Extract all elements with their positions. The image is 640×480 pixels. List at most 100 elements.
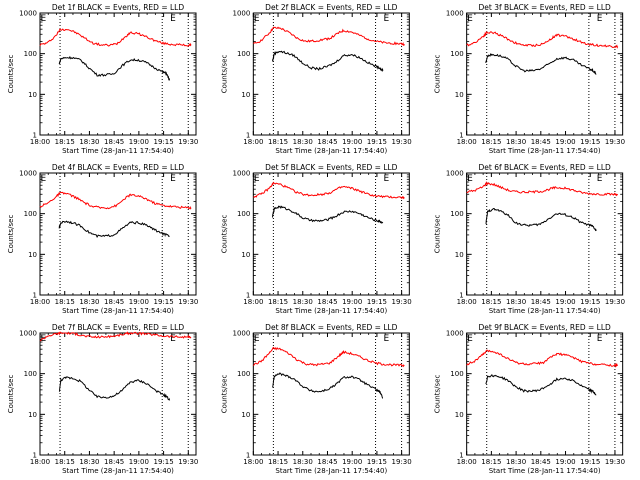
series-line-lld — [39, 331, 192, 342]
y-tick-label: 1 — [246, 452, 250, 460]
chart-panel-3: Det 3f BLACK = Events, RED = LLD 1 10 100 10… — [434, 3, 625, 155]
x-tick-label: 18:30 — [293, 298, 313, 306]
x-tick-label: 18:45 — [531, 138, 551, 146]
x-tick-label: 18:45 — [104, 458, 124, 466]
plot-frame — [252, 172, 410, 296]
x-tick-label: 19:30 — [392, 298, 412, 306]
series-line-events — [485, 373, 597, 396]
chart-title: Det 6f BLACK = Events, RED = LLD — [479, 163, 612, 172]
y-tick-label: 10 — [455, 251, 464, 259]
y-tick-label: 10 — [241, 411, 250, 419]
y-tick-label: 1 — [33, 452, 37, 460]
x-tick-label: 19:30 — [605, 138, 625, 146]
x-tick-label: 18:15 — [481, 458, 501, 466]
chart-title: Det 4f BLACK = Events, RED = LLD — [52, 163, 185, 172]
e-marker-label: E — [467, 174, 473, 184]
series-line-events — [58, 55, 171, 81]
chart-title: Det 1f BLACK = Events, RED = LLD — [52, 3, 185, 12]
x-tick-label: 19:00 — [342, 298, 362, 306]
x-axis-label: Start Time (28-Jan-11 17:54:40) — [275, 467, 387, 475]
y-tick-label: 10 — [241, 251, 250, 259]
x-tick-label: 19:15 — [580, 298, 600, 306]
e-marker-label: E — [597, 14, 603, 24]
y-tick-label: 10 — [455, 91, 464, 99]
x-tick-label: 18:00 — [243, 298, 263, 306]
x-axis-label: Start Time (28-Jan-11 17:54:40) — [275, 147, 387, 155]
y-tick-label: 100 — [237, 210, 250, 218]
e-marker-label: E — [41, 14, 47, 24]
y-tick-label: 10 — [241, 91, 250, 99]
series-line-lld — [39, 28, 192, 47]
plot-frame — [252, 12, 410, 136]
x-tick-label: 19:15 — [153, 458, 173, 466]
series-line-events — [485, 207, 597, 232]
y-tick-label: 100 — [450, 50, 463, 58]
x-tick-label: 18:15 — [268, 138, 288, 146]
x-tick-label: 19:30 — [392, 458, 412, 466]
x-tick-label: 18:00 — [457, 298, 477, 306]
y-tick-label: 100 — [24, 370, 37, 378]
x-tick-label: 19:30 — [178, 298, 198, 306]
x-tick-label: 18:45 — [104, 298, 124, 306]
x-tick-label: 18:45 — [317, 138, 337, 146]
e-marker-label: E — [597, 334, 603, 344]
chart-title: Det 7f BLACK = Events, RED = LLD — [52, 323, 185, 332]
y-tick-label: 100 — [237, 50, 250, 58]
y-axis-label: Counts/sec — [220, 375, 228, 414]
x-tick-label: 18:30 — [506, 298, 526, 306]
x-tick-label: 19:00 — [129, 138, 149, 146]
chart-title: Det 2f BLACK = Events, RED = LLD — [265, 3, 398, 12]
y-axis-label: Counts/sec — [434, 215, 442, 254]
e-marker-label: E — [383, 14, 389, 24]
series-line-events — [58, 220, 170, 238]
x-tick-label: 19:15 — [367, 458, 387, 466]
y-axis-label: Counts/sec — [220, 215, 228, 254]
x-tick-label: 19:30 — [392, 138, 412, 146]
x-tick-label: 18:15 — [481, 138, 501, 146]
series-line-lld — [253, 26, 405, 46]
chart-panel-5: Det 5f BLACK = Events, RED = LLD 1 10 100 10… — [220, 163, 411, 315]
y-tick-label: 1 — [246, 132, 250, 140]
y-axis-label: Counts/sec — [434, 55, 442, 94]
y-tick-label: 1 — [459, 132, 463, 140]
x-tick-label: 18:30 — [506, 458, 526, 466]
x-tick-label: 18:00 — [30, 138, 50, 146]
y-tick-label: 1000 — [233, 170, 251, 178]
e-marker-label: E — [254, 334, 260, 344]
plot-frame — [466, 172, 624, 296]
x-tick-label: 19:15 — [367, 138, 387, 146]
y-tick-label: 10 — [455, 411, 464, 419]
x-tick-label: 18:00 — [243, 458, 263, 466]
y-tick-label: 1 — [33, 292, 37, 300]
x-tick-label: 18:45 — [104, 138, 124, 146]
series-line-events — [272, 50, 384, 73]
x-tick-label: 18:00 — [30, 458, 50, 466]
x-tick-label: 18:45 — [317, 298, 337, 306]
plot-frame — [39, 332, 197, 456]
y-tick-label: 1 — [459, 292, 463, 300]
series-line-lld — [466, 181, 619, 197]
x-tick-label: 19:15 — [580, 138, 600, 146]
x-tick-label: 19:30 — [178, 458, 198, 466]
x-tick-label: 19:00 — [342, 138, 362, 146]
y-tick-label: 1000 — [19, 10, 37, 18]
x-tick-label: 18:45 — [531, 298, 551, 306]
x-axis-label: Start Time (28-Jan-11 17:54:40) — [489, 467, 601, 475]
y-tick-label: 10 — [28, 251, 37, 259]
x-tick-label: 18:15 — [268, 298, 288, 306]
x-tick-label: 18:00 — [457, 138, 477, 146]
x-tick-label: 19:30 — [605, 458, 625, 466]
x-axis-label: Start Time (28-Jan-11 17:54:40) — [489, 147, 601, 155]
series-line-events — [272, 205, 384, 224]
x-tick-label: 19:00 — [129, 298, 149, 306]
x-tick-label: 19:00 — [342, 458, 362, 466]
y-tick-label: 1000 — [446, 330, 464, 338]
x-axis-label: Start Time (28-Jan-11 17:54:40) — [62, 467, 174, 475]
chart-title: Det 9f BLACK = Events, RED = LLD — [479, 323, 612, 332]
series-line-lld — [253, 181, 405, 200]
chart-panel-2: Det 2f BLACK = Events, RED = LLD 1 10 100 10… — [220, 3, 411, 155]
x-tick-label: 18:00 — [457, 458, 477, 466]
y-axis-label: Counts/sec — [7, 375, 15, 414]
x-tick-label: 18:45 — [531, 458, 551, 466]
